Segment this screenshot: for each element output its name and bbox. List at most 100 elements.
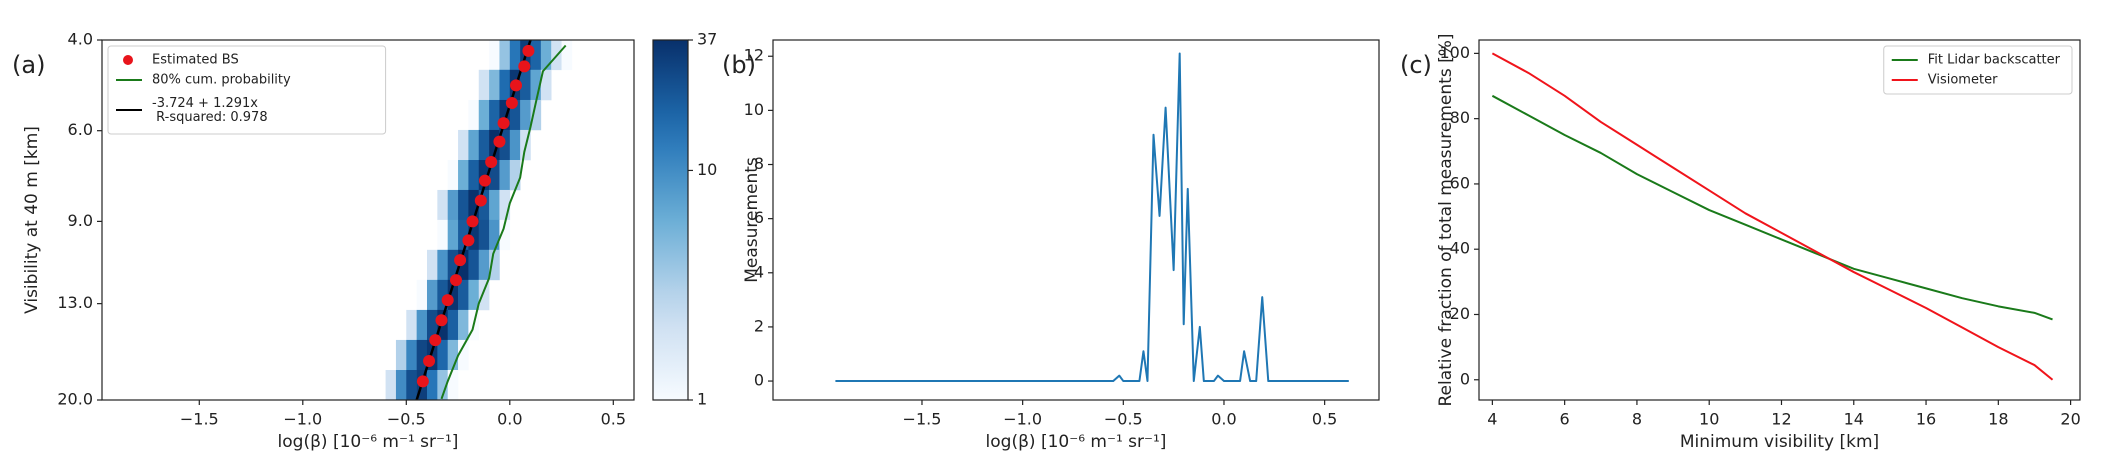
data-point [510,79,523,92]
heat-cell [520,69,531,101]
y-axis-label: Relative fraction of total measurements … [1436,33,1456,406]
heat-cell [489,189,500,221]
heat-cell [426,309,438,341]
x-tick-label: −1.0 [283,410,322,429]
data-line [440,44,567,400]
heat-cell [468,99,480,131]
y-axis-label: Measurements [742,157,762,283]
colorbar-tick-label: 10 [697,160,717,179]
legend: Estimated BS 80% cum. probability -3.724 +… [107,45,387,135]
heat-cell [489,219,500,251]
axes-frame [1478,39,2081,401]
heat-cell [437,339,448,371]
y-tick-label: 2 [754,316,764,335]
heat-cell [385,370,397,400]
panel-label: (b) [722,51,756,79]
heat-cell [458,219,469,251]
heat-cell [416,279,428,311]
x-tick-label: −0.5 [1104,410,1143,429]
heat-cell [478,99,490,131]
y-tick-label: 100 [1439,43,1470,62]
data-point [474,194,487,207]
x-axis-label: log(β) [10⁻⁶ m⁻¹ sr⁻¹] [986,432,1167,452]
data-point [429,334,442,347]
x-tick-label: 16 [1916,410,1936,429]
x-tick-label: 18 [1988,410,2008,429]
data-line [1491,94,2053,321]
heat-cell [447,339,459,371]
data-point [449,274,462,287]
heat-cell [509,99,521,131]
heat-cell [478,69,490,101]
heat-cell [520,99,531,131]
legend-label: Fit Lidar backscatter [1928,53,2061,68]
heat-cell [468,279,480,311]
data-point [518,60,531,73]
data-point [454,254,467,267]
axes-frame [101,39,635,401]
y-tick-label: 6.0 [68,120,93,139]
heat-cell [478,279,490,311]
y-tick-label: 80 [1450,108,1470,127]
data-point [485,155,498,168]
heat-cell [458,339,469,371]
x-tick-label: 0.5 [601,410,626,429]
heat-cell [489,160,500,191]
y-axis-label: Visibility at 40 m [km] [22,126,42,314]
heat-cell [437,219,448,251]
data-point [416,375,429,388]
y-tick-label: 60 [1450,173,1470,192]
legend-marker [123,55,133,65]
heat-cell [540,69,552,101]
heat-cell [458,129,469,161]
y-tick-label: 10 [744,100,764,119]
heat-cell [509,129,521,161]
x-tick-label: 0.0 [1211,410,1236,429]
y-tick-label: 0 [1460,369,1470,388]
heat-cell [530,69,542,101]
y-tick-label: 9.0 [68,211,93,230]
heat-cell [416,309,428,341]
y-tick-label: 4 [754,262,764,281]
heat-cell [395,370,407,400]
heat-cell [468,219,480,251]
plot-area [835,52,1349,383]
x-tick-label: 14 [1844,410,1864,429]
heat-cell [406,370,417,400]
data-point [441,294,454,307]
heat-cell [499,219,511,251]
heat-cell [499,160,511,191]
heat-cell [447,219,459,251]
colorbar-tick-label: 37 [697,30,717,49]
heat-cell [468,249,480,281]
x-tick-label: −1.5 [180,410,219,429]
heat-cell [447,160,459,191]
x-axis-label: log(β) [10⁻⁶ m⁻¹ sr⁻¹] [278,432,459,452]
heat-cell [458,189,469,221]
x-tick-label: −1.0 [1003,410,1042,429]
y-tick-label: 8 [754,154,764,173]
heat-cell [530,40,542,71]
data-point [505,96,518,109]
heat-cell [468,129,480,161]
heat-cell [489,249,500,281]
y-tick-label: 4.0 [68,30,93,49]
heat-cell [426,370,438,400]
heat-cell [489,69,500,101]
legend-label: 80% cum. probability [152,73,291,88]
x-tick-label: 20 [2060,410,2080,429]
heat-cell [509,40,521,71]
legend-box [1883,45,2073,95]
plot-area [1491,52,2054,381]
heat-cell [437,189,448,221]
heat-cell [458,309,469,341]
heat-cell [447,370,459,400]
data-point [522,44,535,57]
data-point [478,174,491,187]
heat-cell [426,279,438,311]
legend-label: Estimated BS [152,53,239,68]
heat-cell [499,129,511,161]
y-tick-label: 6 [754,208,764,227]
heat-cell [437,249,448,281]
